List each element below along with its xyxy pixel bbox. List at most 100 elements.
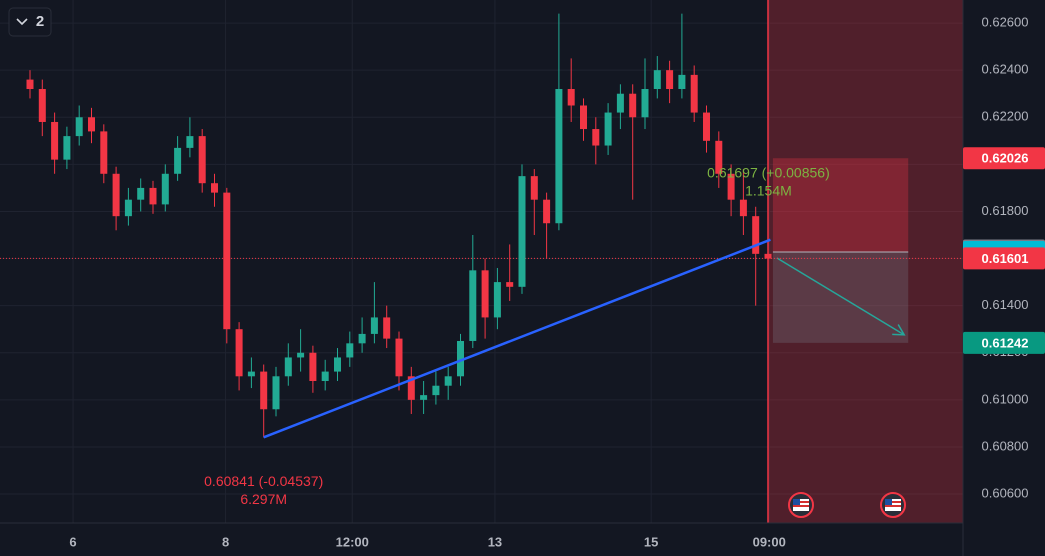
- y-tick-label: 0.62200: [982, 109, 1029, 124]
- flag-canton: [885, 499, 892, 505]
- candle-body: [420, 395, 428, 400]
- candle-body: [100, 131, 108, 174]
- us-flag[interactable]: [880, 492, 906, 518]
- overlays: [0, 0, 963, 523]
- candle-body: [518, 176, 526, 287]
- price-marker-label: 0.61242: [982, 335, 1029, 350]
- candle-body: [284, 357, 292, 377]
- candle-body: [395, 338, 403, 377]
- candle-body: [186, 136, 194, 148]
- low-volume-label: 6.297M: [240, 491, 287, 507]
- x-tick-label: 8: [222, 534, 229, 549]
- candle-body: [223, 192, 231, 330]
- trendline: [263, 238, 771, 439]
- candle-body: [407, 376, 415, 400]
- grid: [0, 0, 963, 523]
- candle-body: [469, 270, 477, 341]
- toolbar-badge[interactable]: 2: [8, 7, 52, 37]
- price-marker-label: 0.61601: [982, 251, 1029, 266]
- arrow-head: [892, 324, 906, 336]
- candle-body: [149, 187, 157, 205]
- candle-body: [567, 89, 575, 106]
- price-marker-label: 0.62026: [982, 151, 1029, 166]
- candle-body: [456, 340, 464, 377]
- y-tick-label: 0.62400: [982, 62, 1029, 77]
- candle-body: [739, 199, 747, 217]
- candle-body: [764, 253, 772, 259]
- x-tick-label: 6: [69, 534, 76, 549]
- candle-body: [383, 317, 391, 339]
- candle-body: [493, 282, 501, 318]
- candle-body: [481, 270, 489, 318]
- y-tick-label: 0.62600: [982, 15, 1029, 30]
- candle-body: [641, 89, 649, 118]
- high-volume-label: 1.154M: [745, 182, 792, 198]
- flag-stripe: [885, 501, 901, 503]
- candle-body: [690, 74, 698, 113]
- candle-body: [592, 129, 600, 146]
- y-tick-label: 0.60600: [982, 485, 1029, 500]
- candle-body: [309, 352, 317, 382]
- y-tick-label: 0.60800: [982, 438, 1029, 453]
- badge-frame[interactable]: [8, 7, 52, 37]
- candle-body: [137, 187, 145, 200]
- price-marker: [963, 331, 1045, 354]
- candle-body: [174, 147, 182, 174]
- candle-body: [87, 117, 95, 132]
- candle-body: [321, 371, 329, 382]
- flag-canton: [793, 499, 800, 505]
- candle-body: [543, 199, 551, 224]
- candle-body: [727, 173, 735, 200]
- candle-body: [272, 376, 280, 410]
- candle-body: [555, 89, 563, 224]
- candle-body: [370, 317, 378, 334]
- candle-body: [346, 343, 354, 358]
- candle-body: [715, 140, 723, 174]
- candle-body: [604, 112, 612, 146]
- flag-stripe: [793, 505, 809, 507]
- candle-body: [161, 173, 169, 205]
- us-flag[interactable]: [788, 492, 814, 518]
- candle-body: [247, 371, 255, 377]
- candle-body: [432, 385, 440, 396]
- price-marker: [963, 247, 1045, 270]
- candle-body: [333, 357, 341, 372]
- candle-body: [678, 74, 686, 90]
- candle-body: [112, 173, 120, 217]
- projection-arrow: [776, 257, 905, 336]
- plot: 0.60841 (-0.04537) 6.297M 0.61697 (+0.0085…: [26, 13, 830, 507]
- candle-body: [666, 70, 674, 90]
- flag-stripe: [793, 501, 809, 503]
- stop-zone: [772, 158, 909, 252]
- y-tick-label: 0.61000: [982, 391, 1029, 406]
- x-tick-label: 09:00: [753, 534, 786, 549]
- event-icons[interactable]: [788, 492, 906, 518]
- y-tick-label: 0.61400: [982, 297, 1029, 312]
- candle-body: [51, 121, 59, 160]
- candle-body: [653, 70, 661, 90]
- candle-body: [198, 136, 206, 184]
- x-tick-label: 13: [488, 534, 502, 549]
- candle-body: [579, 105, 587, 130]
- flag-stripe: [885, 505, 901, 507]
- candle-body: [702, 112, 710, 141]
- candle-body: [752, 216, 760, 254]
- candle-body: [210, 183, 218, 193]
- low-price-label: 0.60841 (-0.04537): [204, 473, 323, 489]
- high-price-label: 0.61697 (+0.00856): [707, 164, 830, 180]
- session-shade: [767, 0, 963, 523]
- target-zone: [772, 251, 909, 343]
- candle-body: [26, 79, 34, 90]
- candle-body: [63, 136, 71, 160]
- candle-body: [629, 93, 637, 118]
- candle-body: [530, 176, 538, 200]
- candle-body: [506, 282, 514, 287]
- chevron: [16, 18, 28, 26]
- candle-body: [616, 93, 624, 113]
- x-tick-label: 15: [644, 534, 658, 549]
- axes: 0.606000.608000.610000.612000.614000.616…: [69, 15, 1045, 549]
- candle-body: [38, 89, 46, 122]
- x-tick-label: 12:00: [336, 534, 369, 549]
- candle-body: [75, 117, 83, 137]
